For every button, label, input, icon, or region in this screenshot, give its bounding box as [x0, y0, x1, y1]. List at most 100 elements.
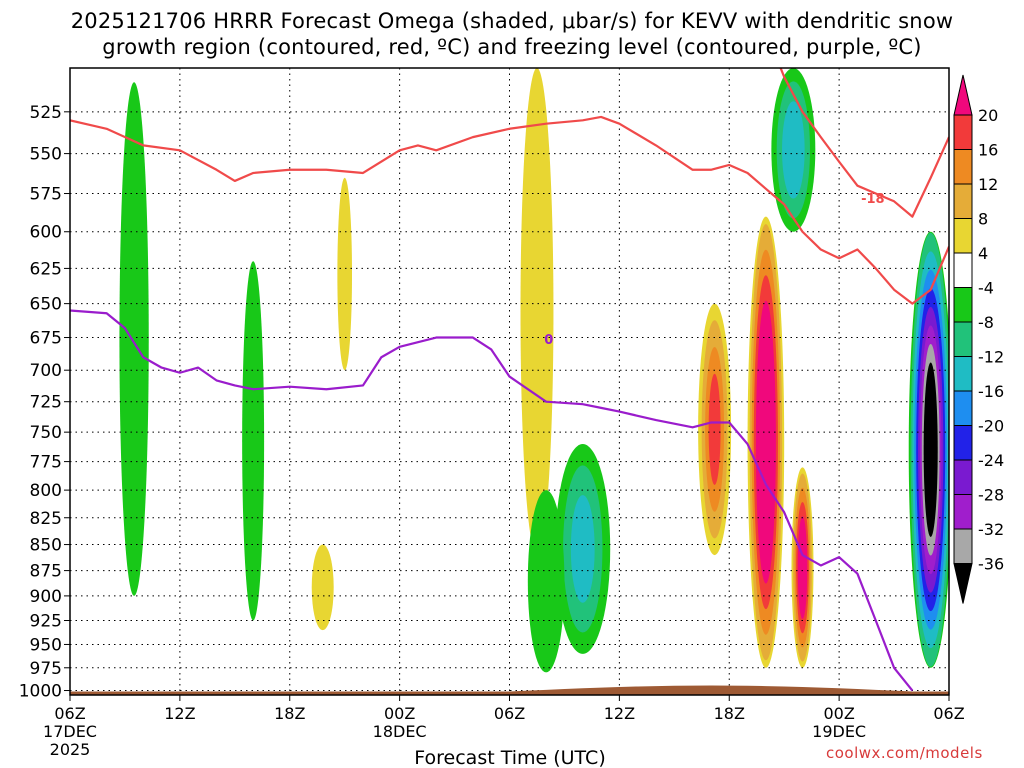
omega-feature-rising-core-east	[908, 231, 949, 668]
omega-contour-20	[755, 300, 776, 584]
colorbar-band	[953, 459, 973, 495]
colorbar-band	[953, 390, 973, 426]
y-tick-label: 950	[30, 635, 62, 655]
colorbar-band	[953, 494, 973, 530]
colorbar-label: 12	[978, 175, 998, 194]
omega-contour-20	[797, 516, 808, 620]
omega-contour--4	[242, 261, 265, 621]
contours: -18 0	[70, 68, 949, 692]
y-tick-label: 850	[30, 536, 62, 556]
y-tick-label: 875	[30, 562, 62, 582]
colorbar-band	[953, 149, 973, 185]
omega-feature-rising-band-2	[242, 261, 265, 621]
y-tick-label: 825	[30, 509, 62, 529]
colorbar-band	[953, 321, 973, 357]
x-tick-label: 18Z	[714, 704, 745, 723]
chart-title: 2025121706 HRRR Forecast Omega (shaded, …	[70, 9, 954, 59]
omega-feature-sinking-band-2	[311, 544, 334, 631]
y-tick-label: 775	[30, 453, 62, 473]
dendritic-contour-label: -18	[861, 192, 885, 207]
y-tick-label: 625	[30, 259, 62, 279]
y-tick-label: 675	[30, 329, 62, 349]
y-axis: 525 550 575 600 625 650 675 700 725 750 775 800 825 8…	[19, 103, 70, 702]
terrain-fill	[70, 685, 949, 695]
y-tick-label: 925	[30, 612, 62, 632]
y-tick-label: 725	[30, 393, 62, 413]
x-date-label: 19DEC	[812, 722, 866, 741]
y-tick-label: 525	[30, 103, 62, 123]
omega-contour--36	[923, 362, 938, 537]
colorbar-label: -20	[978, 417, 1004, 436]
y-tick-label: 650	[30, 295, 62, 315]
omega-feature-rising-cell-east	[771, 68, 816, 232]
x-tick-label: 18Z	[274, 704, 305, 723]
y-tick-label: 800	[30, 481, 62, 501]
omega-contour-4	[337, 177, 353, 371]
colorbar-label: -32	[978, 520, 1004, 539]
y-tick-label: 575	[30, 185, 62, 205]
omega-contour-4	[311, 544, 334, 631]
colorbar-label: -4	[978, 279, 994, 298]
x-tick-label: 06Z	[54, 704, 85, 723]
y-tick-label: 700	[30, 361, 62, 381]
colorbar-label: 16	[978, 141, 998, 160]
colorbar-band	[953, 183, 973, 219]
x-date-label: 18DEC	[373, 722, 427, 741]
omega-contour--4	[119, 82, 149, 596]
dendritic-contour-lower	[779, 68, 949, 218]
colorbar-band	[953, 114, 973, 150]
omega-feature-rising-band-4	[527, 490, 565, 673]
omega-contour-4	[520, 68, 554, 556]
freezing-level-contour	[70, 309, 914, 692]
omega-contour--12	[570, 495, 595, 603]
freezing-level-label: 0	[544, 333, 553, 348]
colorbar-label: -24	[978, 451, 1004, 470]
x-date-label: 17DEC	[43, 722, 97, 741]
omega-feature-rising-band-3	[555, 444, 611, 654]
colorbar-bottom-arrow	[953, 563, 973, 604]
colorbar-label: -16	[978, 382, 1004, 401]
colorbar-band	[953, 287, 973, 323]
colorbar-label: 8	[978, 210, 988, 229]
x-tick-label: 12Z	[604, 704, 635, 723]
colorbar-label: -36	[978, 555, 1004, 574]
y-tick-label: 600	[30, 223, 62, 243]
colorbar-band	[953, 528, 973, 564]
x-tick-label: 06Z	[933, 704, 964, 723]
colorbar-top-arrow	[953, 74, 973, 116]
omega-feature-sinking-core-2	[698, 303, 732, 556]
watermark: coolwx.com/models	[826, 744, 983, 762]
omega-contour--4	[527, 490, 565, 673]
colorbar-band	[953, 425, 973, 461]
colorbar-label: -8	[978, 313, 994, 332]
x-year-label: 2025	[50, 740, 91, 759]
dendritic-contour-upper	[70, 115, 949, 305]
colorbar-label: -28	[978, 486, 1004, 505]
colorbar-band	[953, 252, 973, 288]
y-tick-label: 750	[30, 423, 62, 443]
x-tick-label: 00Z	[823, 704, 854, 723]
colorbar-band	[953, 356, 973, 392]
x-tick-label: 12Z	[164, 704, 195, 723]
omega-feature-sinking-core-main	[747, 216, 785, 668]
colorbar-label: 4	[978, 244, 988, 263]
colorbar-band	[953, 218, 973, 254]
omega-feature-rising-band-1	[119, 82, 149, 596]
y-tick-label: 900	[30, 587, 62, 607]
colorbar-label: 20	[978, 106, 998, 125]
y-tick-label: 550	[30, 145, 62, 165]
omega-feature-sinking-band-3	[520, 68, 554, 556]
x-tick-label: 06Z	[494, 704, 525, 723]
omega-shading	[119, 68, 949, 673]
colorbar: 20 16 12 8 4 -4 -8 -12 -16 -20 -24 -28 -32 -36	[953, 74, 1004, 604]
omega-feature-sinking-core-3	[791, 467, 814, 668]
omega-contour--12	[782, 101, 805, 199]
colorbar-label: -12	[978, 348, 1004, 367]
x-axis-label: Forecast Time (UTC)	[414, 747, 605, 768]
y-tick-label: 1000	[19, 682, 62, 702]
terrain	[70, 685, 949, 695]
omega-feature-sinking-band-1	[337, 177, 353, 371]
y-tick-label: 975	[30, 659, 62, 679]
